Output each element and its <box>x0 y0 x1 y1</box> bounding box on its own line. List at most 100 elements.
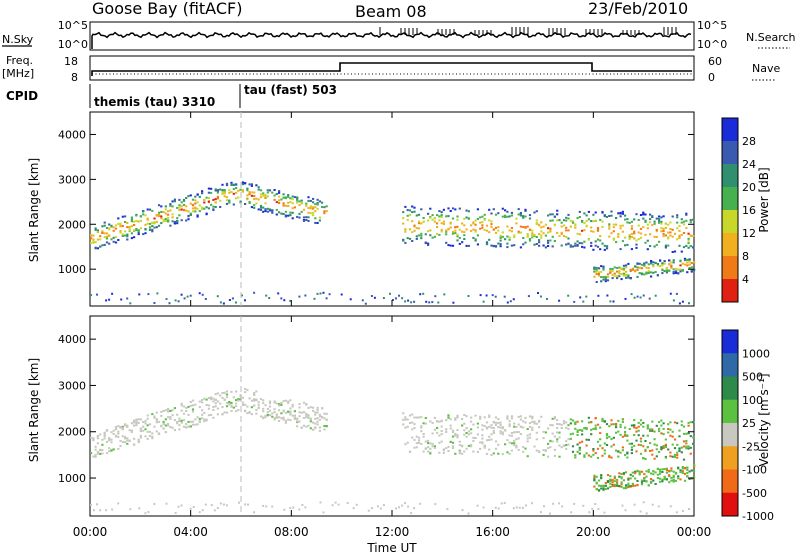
scatter-cell <box>590 433 593 436</box>
scatter-cell <box>171 216 174 219</box>
scatter-cell <box>257 186 260 189</box>
near-range-cell <box>346 502 349 504</box>
scatter-cell <box>449 210 452 212</box>
scatter-cell <box>223 191 226 194</box>
near-range-cell <box>117 502 120 505</box>
scatter-cell <box>664 443 667 446</box>
scatter-cell <box>615 449 618 452</box>
scatter-cell <box>680 218 683 221</box>
scatter-cell <box>257 403 260 406</box>
scatter-cell <box>673 421 677 424</box>
scatter-cell <box>415 235 418 238</box>
scatter-cell <box>144 435 147 438</box>
scatter-cell <box>144 232 147 235</box>
scatter-cell <box>246 412 249 415</box>
scatter-cell <box>417 416 421 419</box>
near-range-cell <box>316 292 319 295</box>
scatter-cell <box>683 479 687 482</box>
nsky-trace <box>91 27 692 49</box>
scatter-cell <box>665 471 668 474</box>
scatter-cell <box>96 231 99 233</box>
scatter-cell <box>535 210 538 213</box>
scatter-cell <box>653 245 656 248</box>
scatter-cell <box>461 444 464 447</box>
scatter-cell <box>661 264 664 267</box>
scatter-cell <box>433 235 436 238</box>
scatter-cell <box>126 226 129 229</box>
scatter-cell <box>246 389 249 392</box>
scatter-cell <box>602 268 605 271</box>
near-range-cell <box>165 298 168 300</box>
scatter-cell <box>628 237 631 240</box>
scatter-cell <box>483 446 486 449</box>
scatter-cell <box>171 414 174 417</box>
scatter-cell <box>246 187 249 190</box>
scatter-cell <box>212 198 215 201</box>
scatter-cell <box>124 230 127 233</box>
scatter-cell <box>470 416 473 419</box>
scatter-cell <box>660 419 663 422</box>
scatter-cell <box>463 224 466 227</box>
scatter-cell <box>124 441 127 444</box>
scatter-cell <box>278 190 281 193</box>
scatter-cell <box>671 455 674 458</box>
scatter-cell <box>585 428 588 431</box>
scatter-cell <box>624 454 627 457</box>
scatter-cell <box>239 394 242 397</box>
near-range-cell <box>231 297 234 300</box>
scatter-cell <box>652 473 655 476</box>
scatter-cell <box>522 243 525 246</box>
scatter-cell <box>198 204 201 207</box>
scatter-cell <box>445 428 448 431</box>
scatter-cell <box>110 438 113 441</box>
scatter-cell <box>678 429 681 432</box>
scatter-cell <box>164 418 167 421</box>
scatter-cell <box>593 485 596 488</box>
scatter-cell <box>519 231 522 234</box>
scatter-cell <box>660 220 663 223</box>
scatter-cell <box>135 214 138 217</box>
scatter-cell <box>207 197 210 200</box>
scatter-cell <box>597 274 601 277</box>
scatter-cell <box>440 214 443 217</box>
scatter-cell <box>601 454 604 457</box>
scatter-cell <box>413 423 416 426</box>
scatter-cell <box>180 409 183 412</box>
scatter-cell <box>180 205 183 208</box>
scatter-cell <box>316 207 319 210</box>
scatter-cell <box>621 210 624 213</box>
scatter-cell <box>420 208 423 211</box>
near-range-cell <box>521 506 524 509</box>
scatter-cell <box>302 411 306 414</box>
scatter-cell <box>686 264 689 267</box>
scatter-cell <box>625 266 628 269</box>
scatter-cell <box>264 414 267 417</box>
scatter-cell <box>606 275 610 278</box>
scatter-cell <box>692 421 695 424</box>
scatter-cell <box>547 241 550 244</box>
scatter-cell <box>463 234 466 237</box>
scatter-cell <box>316 222 319 224</box>
scatter-cell <box>678 237 681 239</box>
scatter-cell <box>643 263 646 266</box>
scatter-cell <box>549 219 552 222</box>
scatter-cell <box>155 214 158 216</box>
scatter-cell <box>275 201 278 204</box>
scatter-cell <box>494 447 498 450</box>
scatter-cell <box>595 487 598 490</box>
near-range-cell <box>537 292 539 294</box>
scatter-cell <box>549 227 552 230</box>
scatter-cell <box>201 399 204 401</box>
scatter-cell <box>212 416 215 419</box>
scatter-cell <box>634 472 637 475</box>
scatter-cell <box>654 271 657 273</box>
scatter-cell <box>621 435 624 438</box>
scatter-cell <box>293 410 296 413</box>
scatter-cell <box>406 214 409 217</box>
scatter-cell <box>506 439 509 442</box>
scatter-cell <box>692 442 695 445</box>
scatter-cell <box>687 239 690 242</box>
scatter-cell <box>634 265 637 268</box>
scatter-cell <box>305 414 308 417</box>
scatter-cell <box>567 237 570 240</box>
